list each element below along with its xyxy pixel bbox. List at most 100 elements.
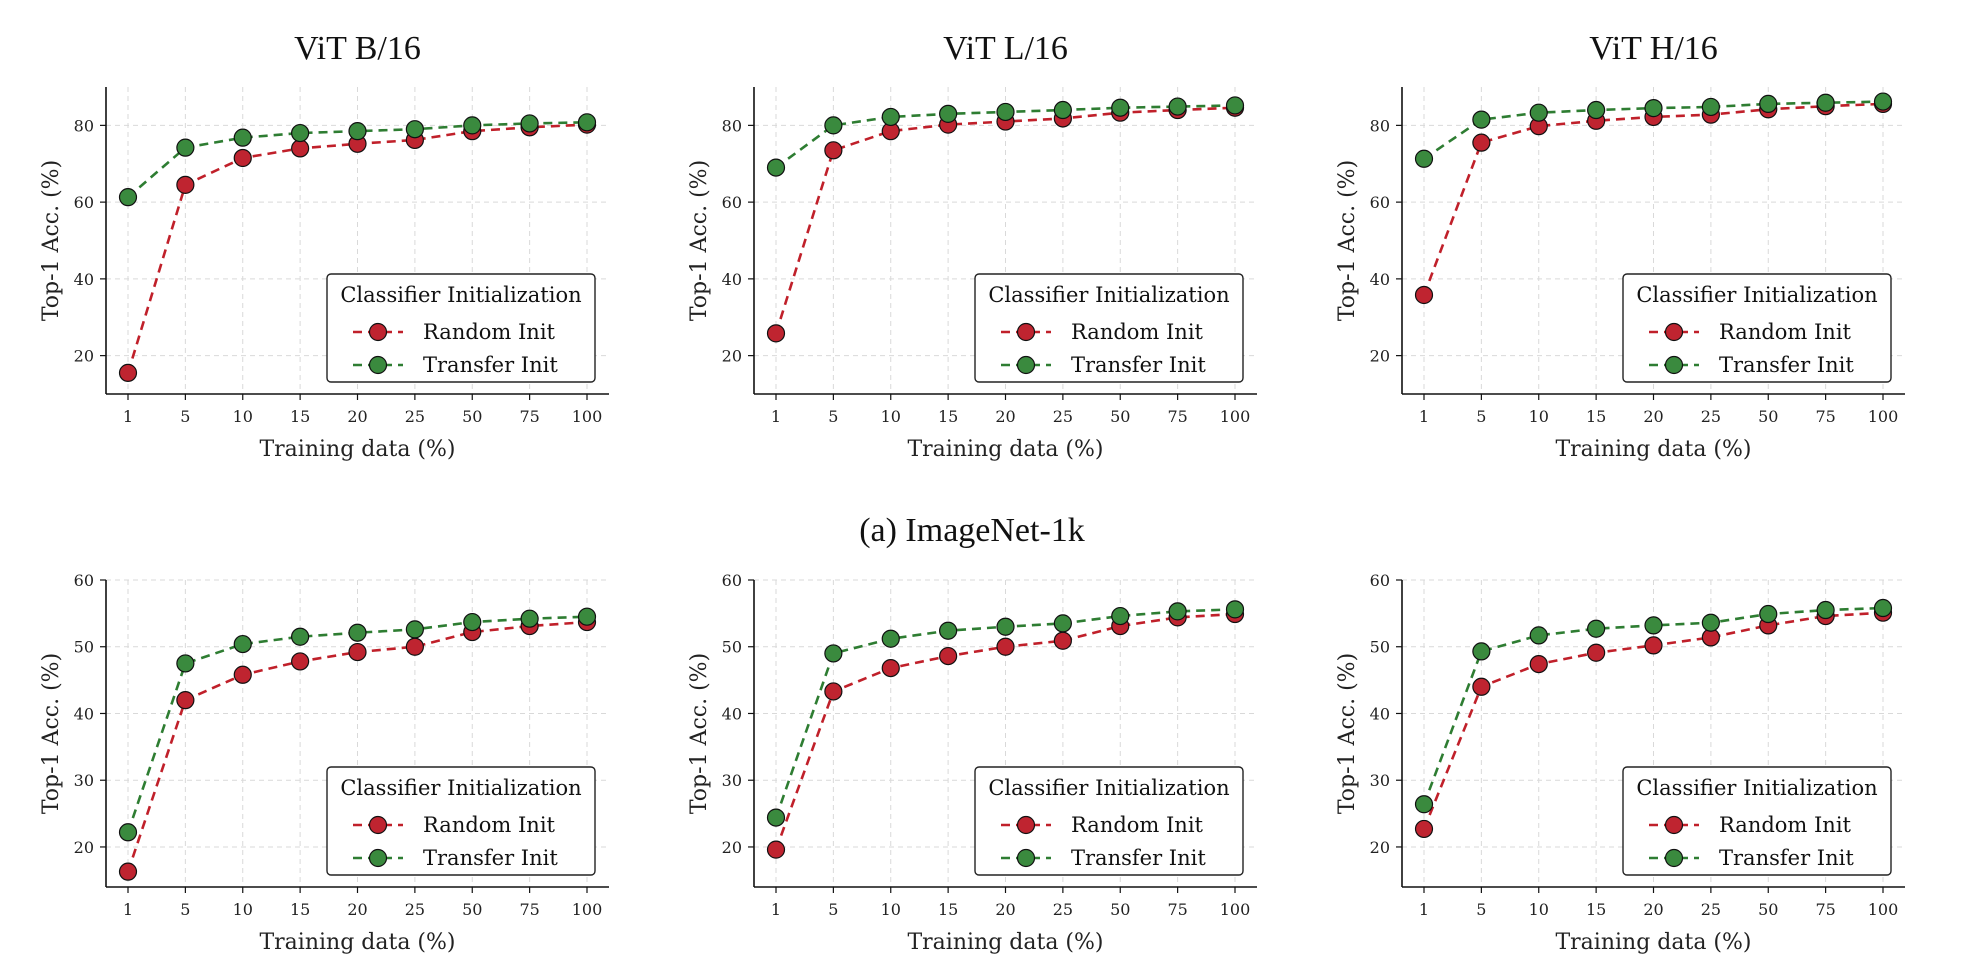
x-tick-label: 1 <box>123 900 133 919</box>
legend-label-random-init: Random Init <box>1071 813 1204 837</box>
y-tick-label: 40 <box>74 270 94 289</box>
data-point-random-init <box>405 637 424 656</box>
y-tick-label: 40 <box>722 270 742 289</box>
y-tick-label: 40 <box>722 704 742 723</box>
data-point-transfer-init <box>1587 619 1606 638</box>
y-tick-label: 80 <box>74 116 94 135</box>
x-tick-label: 50 <box>1758 407 1778 426</box>
y-tick-label: 60 <box>722 193 742 212</box>
legend-label-transfer-init: Transfer Init <box>1719 846 1854 870</box>
x-tick-label: 10 <box>233 900 253 919</box>
legend-title: Classifier Initialization <box>1636 776 1877 800</box>
data-point-transfer-init <box>1587 100 1606 120</box>
legend-box <box>974 273 1244 383</box>
chart-title: ViT L/16 <box>943 30 1068 67</box>
y-tick-label: 20 <box>722 347 742 366</box>
y-tick-label: 80 <box>722 116 742 135</box>
data-point-transfer-init <box>1644 99 1663 118</box>
data-point-transfer-init <box>176 654 195 673</box>
figure-caption: (a) ImageNet-1k <box>859 512 1085 549</box>
series-line-transfer-init <box>126 615 588 833</box>
data-point-transfer-init <box>1701 97 1720 117</box>
x-tick-label: 50 <box>1758 900 1778 919</box>
x-tick-label: 15 <box>938 900 958 919</box>
x-tick-label: 75 <box>519 407 539 426</box>
y-tick-label: 30 <box>74 771 94 790</box>
x-tick-label: 5 <box>180 900 190 919</box>
legend-box <box>1622 273 1892 383</box>
data-point-transfer-init <box>233 128 252 147</box>
data-point-random-init <box>233 148 252 168</box>
legend-marker-transfer-init <box>1016 848 1036 868</box>
x-tick-label: 75 <box>1815 407 1835 426</box>
x-tick-label: 50 <box>462 900 482 919</box>
y-tick-label: 40 <box>74 704 94 723</box>
data-point-transfer-init <box>118 188 138 207</box>
legend-marker-random-init <box>1664 322 1684 342</box>
y-tick-label: 40 <box>1370 270 1390 289</box>
x-tick-label: 20 <box>347 900 367 919</box>
data-point-transfer-init <box>1053 100 1072 120</box>
data-point-transfer-init <box>1701 613 1720 632</box>
x-axis-label: Training data (%) <box>259 437 455 462</box>
data-point-transfer-init <box>881 107 900 127</box>
data-point-transfer-init <box>1168 97 1187 116</box>
legend-box <box>974 766 1244 876</box>
legend-box <box>326 273 596 383</box>
x-tick-label: 1 <box>123 407 133 426</box>
x-tick-label: 100 <box>1220 407 1251 426</box>
legend-label-random-init: Random Init <box>1719 320 1852 344</box>
data-point-transfer-init <box>520 609 539 628</box>
x-tick-label: 15 <box>1586 900 1606 919</box>
legend-label-random-init: Random Init <box>423 813 556 837</box>
data-point-transfer-init <box>405 120 424 139</box>
legend-marker-transfer-init <box>368 355 388 375</box>
data-point-transfer-init <box>1529 103 1548 122</box>
data-point-transfer-init <box>1759 604 1778 624</box>
y-tick-label: 60 <box>1370 571 1390 590</box>
legend-label-transfer-init: Transfer Init <box>423 846 558 870</box>
x-axis-label: Training data (%) <box>1555 437 1751 462</box>
data-point-transfer-init <box>1414 149 1434 168</box>
y-tick-label: 60 <box>74 193 94 212</box>
legend-title: Classifier Initialization <box>340 283 581 307</box>
data-point-transfer-init <box>996 617 1015 636</box>
data-point-transfer-init <box>1225 96 1245 115</box>
data-point-transfer-init <box>463 116 482 135</box>
x-tick-label: 75 <box>1815 900 1835 919</box>
chart-title: ViT H/16 <box>1589 30 1718 67</box>
x-axis-label: Training data (%) <box>259 930 455 955</box>
x-tick-label: 5 <box>1476 900 1486 919</box>
y-tick-label: 20 <box>1370 838 1390 857</box>
data-point-transfer-init <box>405 620 424 639</box>
legend-marker-random-init <box>368 815 388 835</box>
data-point-random-init <box>1053 631 1072 650</box>
x-tick-label: 20 <box>995 407 1015 426</box>
y-axis-label: Top-1 Acc. (%) <box>1335 160 1360 321</box>
y-axis-label: Top-1 Acc. (%) <box>687 160 712 321</box>
legend-title: Classifier Initialization <box>988 776 1229 800</box>
legend: Classifier Initialization Random Init Tran… <box>1622 273 1892 383</box>
legend-title: Classifier Initialization <box>1636 283 1877 307</box>
y-tick-label: 80 <box>1370 116 1390 135</box>
y-axis-label: Top-1 Acc. (%) <box>39 160 64 321</box>
data-point-random-init <box>176 175 195 194</box>
data-point-random-init <box>939 646 958 666</box>
x-tick-label: 5 <box>828 900 838 919</box>
y-tick-label: 50 <box>74 638 94 657</box>
data-point-transfer-init <box>233 634 252 654</box>
y-tick-label: 60 <box>74 571 94 590</box>
x-tick-label: 25 <box>1701 407 1721 426</box>
data-point-transfer-init <box>1816 93 1835 112</box>
x-tick-label: 5 <box>1476 407 1486 426</box>
data-point-random-init <box>1472 133 1491 152</box>
legend-label-random-init: Random Init <box>1719 813 1852 837</box>
y-tick-label: 40 <box>1370 704 1390 723</box>
chart-panel: ViT H/161 5 10 15 20 25 50 75 10020406080Trainin… <box>1335 30 1905 462</box>
x-tick-label: 1 <box>771 900 781 919</box>
y-tick-label: 30 <box>1370 771 1390 790</box>
legend-label-random-init: Random Init <box>1071 320 1204 344</box>
x-tick-label: 1 <box>1419 900 1429 919</box>
y-tick-label: 50 <box>722 638 742 657</box>
